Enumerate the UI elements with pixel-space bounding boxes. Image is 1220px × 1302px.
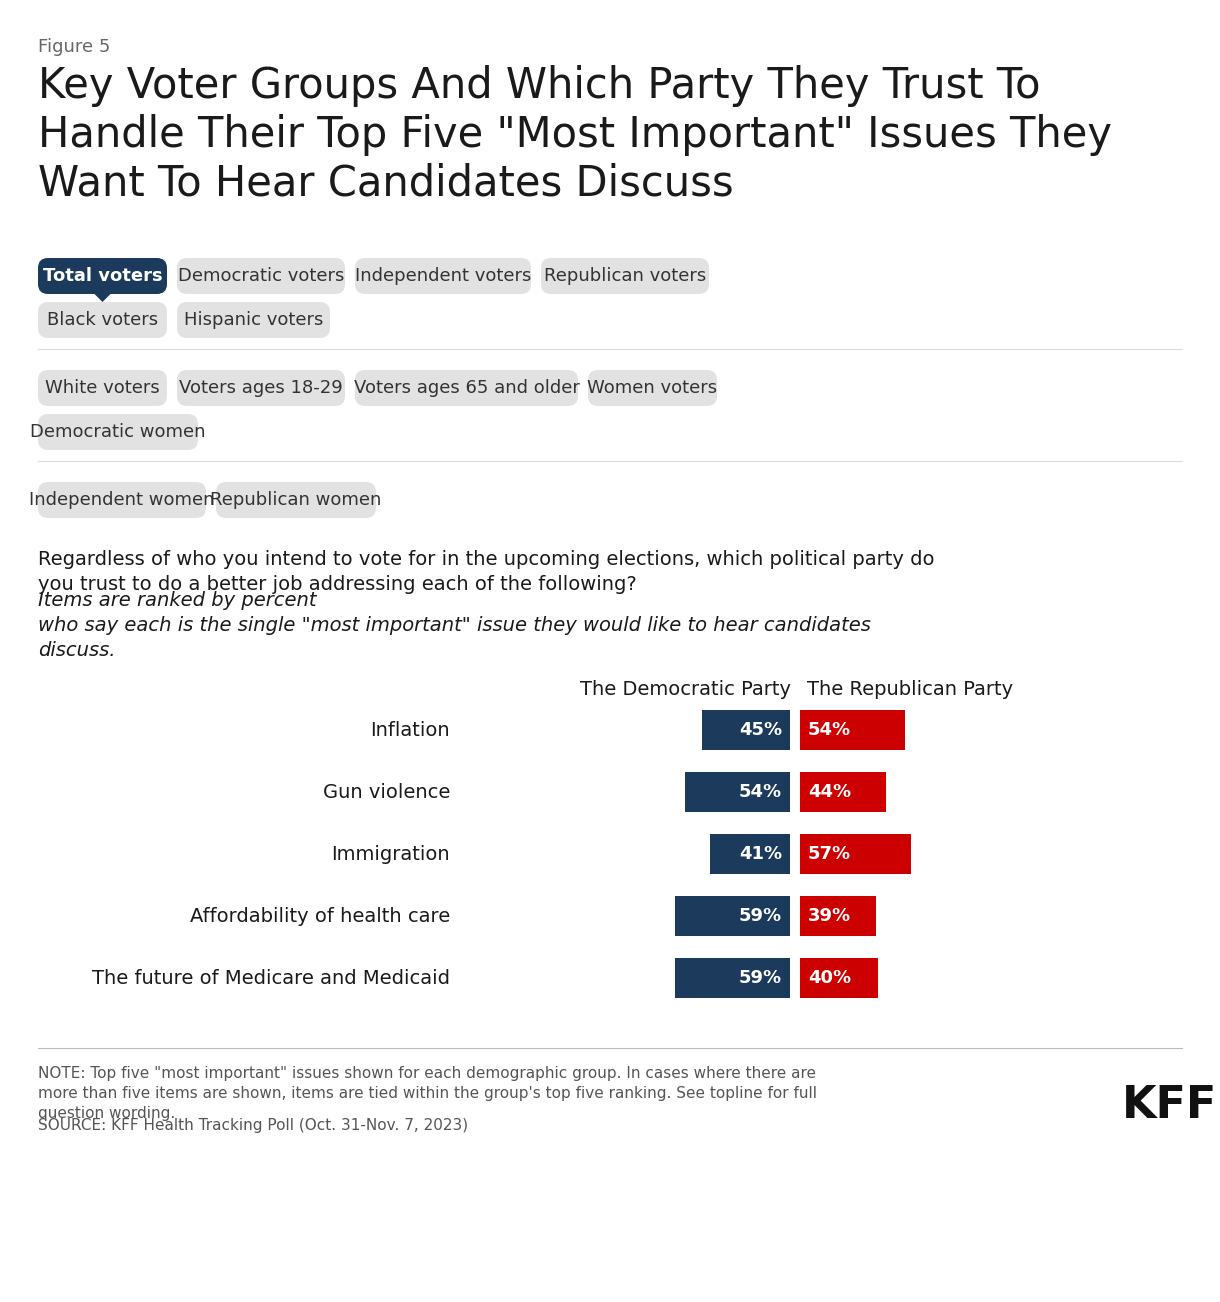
Text: Immigration: Immigration [332, 845, 450, 863]
Text: 45%: 45% [739, 721, 782, 740]
Text: 59%: 59% [739, 907, 782, 924]
FancyBboxPatch shape [800, 958, 878, 999]
FancyBboxPatch shape [38, 482, 206, 518]
Text: 54%: 54% [808, 721, 852, 740]
Text: Affordability of health care: Affordability of health care [190, 906, 450, 926]
FancyBboxPatch shape [800, 772, 886, 812]
FancyBboxPatch shape [38, 414, 198, 450]
FancyBboxPatch shape [355, 370, 578, 406]
Text: Total voters: Total voters [43, 267, 162, 285]
FancyBboxPatch shape [675, 958, 791, 999]
Text: Key Voter Groups And Which Party They Trust To
Handle Their Top Five "Most Impor: Key Voter Groups And Which Party They Tr… [38, 65, 1111, 204]
Text: Inflation: Inflation [371, 720, 450, 740]
Polygon shape [94, 294, 111, 302]
FancyBboxPatch shape [355, 258, 531, 294]
Text: SOURCE: KFF Health Tracking Poll (Oct. 31-Nov. 7, 2023): SOURCE: KFF Health Tracking Poll (Oct. 3… [38, 1118, 468, 1133]
Text: White voters: White voters [45, 379, 160, 397]
Text: The Republican Party: The Republican Party [806, 680, 1013, 699]
Text: Independent voters: Independent voters [355, 267, 531, 285]
Text: 59%: 59% [739, 969, 782, 987]
Text: Gun violence: Gun violence [322, 783, 450, 802]
FancyBboxPatch shape [588, 370, 717, 406]
Text: Republican voters: Republican voters [544, 267, 706, 285]
Text: Hispanic voters: Hispanic voters [184, 311, 323, 329]
Text: Democratic women: Democratic women [30, 423, 206, 441]
Text: Democratic voters: Democratic voters [178, 267, 344, 285]
FancyBboxPatch shape [703, 710, 791, 750]
Text: Black voters: Black voters [46, 311, 159, 329]
FancyBboxPatch shape [177, 370, 345, 406]
Text: 54%: 54% [739, 783, 782, 801]
Text: Regardless of who you intend to vote for in the upcoming elections, which politi: Regardless of who you intend to vote for… [38, 549, 935, 594]
FancyBboxPatch shape [216, 482, 376, 518]
Text: Voters ages 65 and older: Voters ages 65 and older [354, 379, 580, 397]
FancyBboxPatch shape [540, 258, 709, 294]
FancyBboxPatch shape [38, 370, 167, 406]
FancyBboxPatch shape [38, 258, 167, 294]
FancyBboxPatch shape [38, 302, 167, 339]
Text: Voters ages 18-29: Voters ages 18-29 [179, 379, 343, 397]
Text: 41%: 41% [739, 845, 782, 863]
Text: Independent women: Independent women [29, 491, 215, 509]
FancyBboxPatch shape [800, 896, 876, 936]
Text: 40%: 40% [808, 969, 852, 987]
FancyBboxPatch shape [675, 896, 791, 936]
FancyBboxPatch shape [177, 302, 329, 339]
Text: 44%: 44% [808, 783, 852, 801]
Text: 57%: 57% [808, 845, 852, 863]
Text: NOTE: Top five "most important" issues shown for each demographic group. In case: NOTE: Top five "most important" issues s… [38, 1066, 817, 1121]
Text: Republican women: Republican women [210, 491, 382, 509]
Text: Women voters: Women voters [588, 379, 717, 397]
Text: The Democratic Party: The Democratic Party [580, 680, 791, 699]
FancyBboxPatch shape [177, 258, 345, 294]
Text: The future of Medicare and Medicaid: The future of Medicare and Medicaid [92, 969, 450, 987]
FancyBboxPatch shape [710, 835, 791, 874]
Text: KFF: KFF [1122, 1085, 1218, 1128]
Text: Figure 5: Figure 5 [38, 38, 110, 56]
FancyBboxPatch shape [684, 772, 791, 812]
Text: Items are ranked by percent
who say each is the single "most important" issue th: Items are ranked by percent who say each… [38, 591, 871, 660]
FancyBboxPatch shape [800, 710, 905, 750]
FancyBboxPatch shape [800, 835, 911, 874]
Text: 39%: 39% [808, 907, 852, 924]
